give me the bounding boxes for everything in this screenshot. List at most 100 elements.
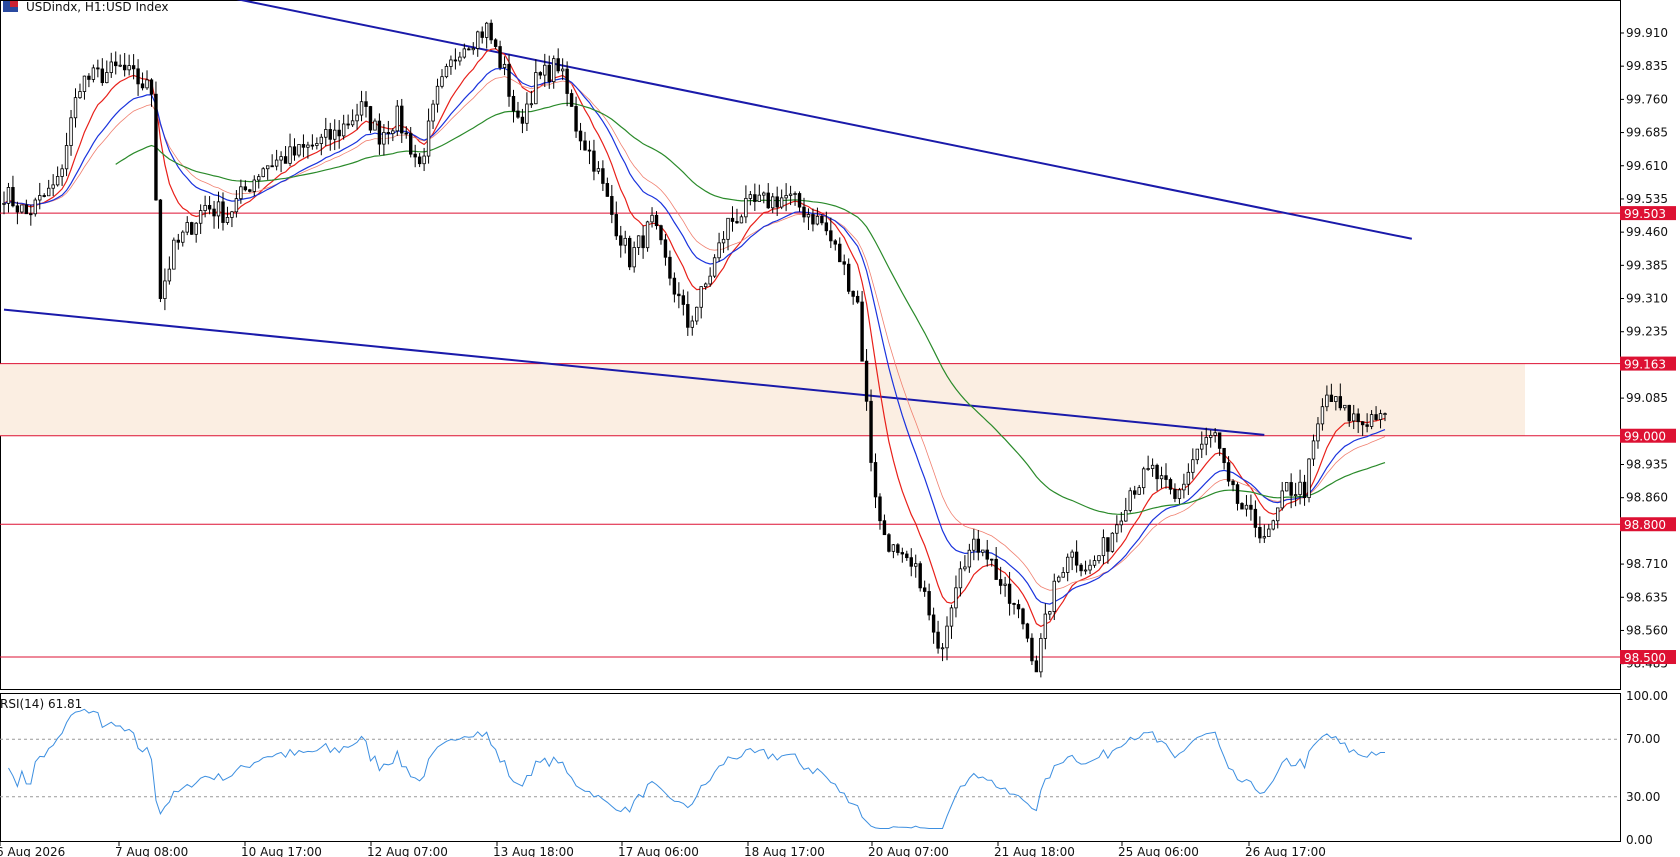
candle-body (1334, 396, 1338, 402)
candle-body (878, 496, 882, 522)
candle-body (918, 563, 922, 589)
candle-body (721, 238, 726, 244)
price-tick-label: 98.860 (1626, 491, 1668, 505)
candle-body (1057, 576, 1061, 582)
price-axis: 99.910 99.835 99.760 99.685 99.610 99.535 99.4… (1620, 26, 1668, 671)
candle-body (824, 222, 829, 232)
level-badge (1620, 206, 1676, 221)
candle-body (1365, 424, 1369, 427)
rsi-title: RSI(14) 61.81 (0, 697, 82, 711)
candle-body (788, 193, 793, 196)
level-badge (1620, 428, 1676, 443)
candle-body (1007, 583, 1012, 604)
candle-body (940, 647, 945, 650)
candle-body (610, 196, 614, 215)
candle-body (449, 59, 453, 67)
candle-body (1204, 437, 1208, 445)
time-tick-label: 10 Aug 17:00 (241, 845, 322, 857)
candle-body (1106, 537, 1110, 552)
candle-body (1034, 660, 1039, 673)
candle-body (1360, 421, 1365, 426)
level-badge-label: 98.800 (1624, 518, 1666, 532)
candle-body (677, 293, 681, 297)
candle-body (42, 195, 46, 197)
candle-body (534, 72, 538, 105)
candle-body (846, 263, 851, 292)
candle-body (994, 558, 998, 580)
candle-body (811, 214, 815, 225)
candle-body (24, 204, 29, 215)
candle-body (1177, 489, 1182, 499)
candle-body (306, 144, 310, 148)
candle-body (55, 176, 60, 186)
candle-body (592, 150, 596, 172)
candle-body (762, 192, 766, 196)
candle-body (663, 239, 668, 258)
candle-body (538, 72, 543, 76)
candle-body (958, 568, 963, 589)
candle-body (122, 64, 127, 71)
candle-body (172, 239, 176, 270)
candle-body (1141, 468, 1146, 489)
candle-body (368, 106, 373, 131)
candle-body (1137, 487, 1141, 495)
candle-body (1249, 504, 1253, 510)
candle-body (645, 221, 650, 249)
candle-body (355, 114, 359, 122)
candle-body (78, 91, 82, 99)
candle-body (319, 136, 324, 144)
candle-body (726, 217, 730, 240)
candle-body (1226, 462, 1231, 482)
candle-body (292, 146, 297, 156)
level-badge-label: 98.500 (1624, 651, 1666, 665)
candle-body (176, 239, 181, 243)
candle-body (283, 156, 288, 164)
candle-body (511, 95, 516, 112)
candle-body (73, 97, 78, 119)
candle-body (869, 400, 873, 463)
candle-body (29, 213, 33, 216)
rsi-panel (0, 708, 1620, 829)
candle-body (735, 221, 739, 224)
candle-body (1200, 443, 1204, 450)
candle-body (569, 93, 574, 107)
candle-body (1298, 481, 1302, 496)
candle-body (476, 31, 480, 49)
candle-body (310, 144, 315, 147)
candle-body (453, 59, 458, 62)
ema-fast-line (3, 48, 1386, 628)
candle-body (337, 129, 341, 137)
candle-body (297, 144, 301, 156)
candle-body (632, 247, 636, 268)
candle-body (699, 286, 703, 308)
level-badge (1620, 356, 1676, 371)
candle-body (1320, 406, 1325, 425)
candle-body (619, 235, 623, 246)
candle-body (1061, 572, 1065, 578)
candle-body (949, 607, 954, 627)
candle-body (833, 240, 837, 245)
time-tick-label: 6 Aug 2026 (0, 845, 65, 857)
candle-body (136, 68, 140, 85)
candle-body (1043, 613, 1048, 639)
candle-body (1074, 551, 1079, 566)
candle-body (444, 66, 449, 78)
candle-body (623, 237, 627, 246)
candle-body (587, 149, 592, 152)
level-badge (1620, 517, 1676, 532)
candle-body (82, 75, 87, 92)
candle-body (793, 193, 797, 195)
rsi-axis: 100.00 70.00 30.00 0.00 (1626, 689, 1668, 847)
candle-body (1208, 434, 1213, 438)
time-tick-label: 26 Aug 17:00 (1245, 845, 1326, 857)
candle-body (927, 591, 931, 616)
candle-body (516, 110, 520, 118)
candle-body (784, 195, 788, 199)
candle-body (207, 204, 212, 210)
candle-body (377, 120, 382, 145)
candle-body (712, 257, 717, 277)
candle-body (140, 83, 145, 89)
candle-body (489, 22, 493, 41)
candle-body (1173, 488, 1177, 499)
time-tick-label: 13 Aug 18:00 (493, 845, 574, 857)
